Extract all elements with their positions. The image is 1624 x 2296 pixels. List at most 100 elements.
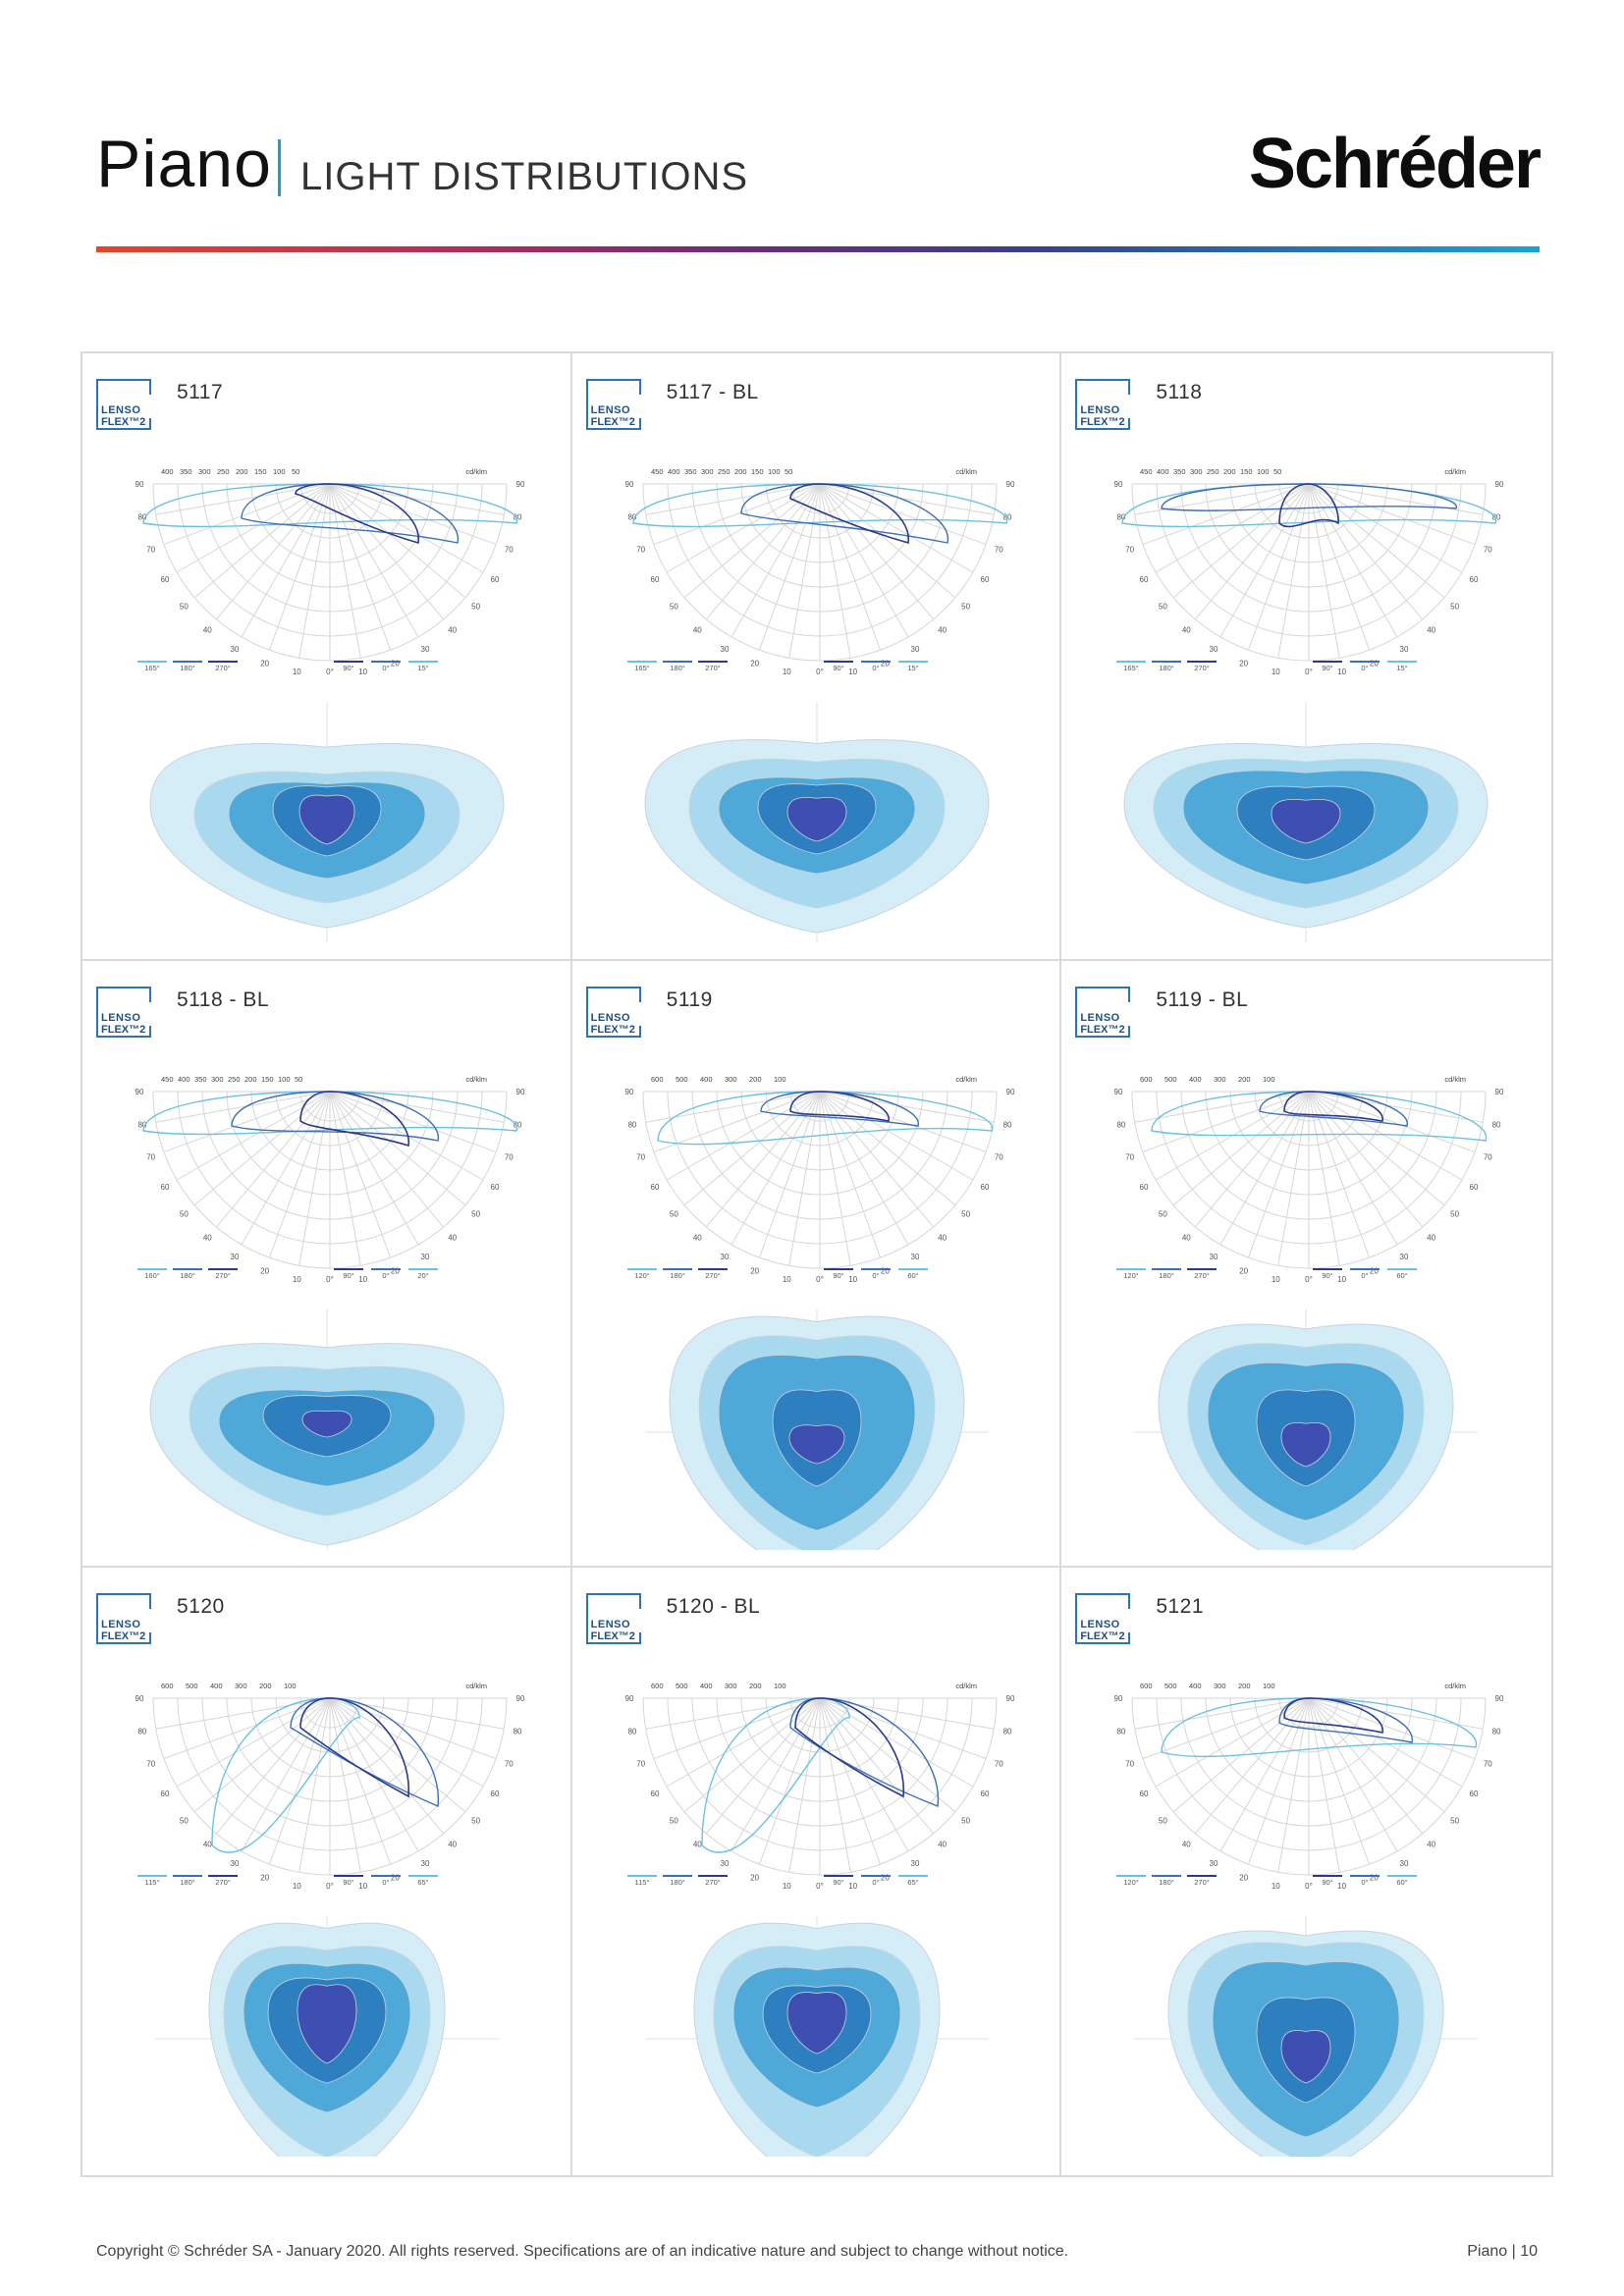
polar-angle-label: 30 [720,645,729,654]
legend-label: 90° [1323,1271,1333,1280]
polar-angle-label: 90 [135,480,144,489]
badge-line1: LENSO [101,1011,141,1024]
polar-scale-label: 250 [1207,467,1219,476]
polar-angle-label: 80 [1002,1120,1011,1129]
polar-scale-label: 500 [676,1682,688,1690]
polar-scale-label: 150 [254,467,267,476]
polar-grid-ray [193,483,331,599]
polar-scale-label: 300 [1190,467,1203,476]
polar-grid-ray [1309,1091,1463,1181]
polar-grid-ray [819,1091,881,1257]
polar-angle-label: 30 [231,1253,240,1261]
polar-grid-ray [329,1698,419,1852]
badge-line2: FLEX™2 [101,1023,146,1036]
polar-angle-label: 30 [1210,645,1218,654]
polar-angle-label: 10 [848,1275,857,1284]
polar-angle-label: 70 [636,1760,645,1769]
polar-grid-ray [1277,1091,1310,1266]
polar-angle-label: 30 [910,1253,919,1261]
polar-angle-label: 40 [1428,1841,1436,1849]
polar-grid-ray [1308,1091,1424,1227]
polar-grid-ray [215,1091,331,1227]
polar-angle-label: 40 [1182,626,1191,635]
polar-grid-ray [1309,1091,1445,1205]
polar-diagram: 90 90 80 80 70 70 60 60 50 50 40 40 30 30 20 20 10 10 0° 45… [624,467,1014,676]
polar-curve [700,1697,850,1854]
polar-grid-ray [1248,483,1310,651]
polar-grid-ray [819,1091,995,1123]
polar-angle-label: 20 [750,659,759,667]
polar-angle-label: 30 [1210,1253,1218,1261]
polar-grid-ray [329,483,505,515]
polar-scale-label: 100 [774,1682,786,1690]
legend-label: 180° [670,664,685,672]
isolux-contour [298,794,355,845]
polar-angle-label: 10 [293,1882,301,1891]
polar-unit-label: cd/klm [955,1075,977,1084]
polar-angle-label: 40 [203,626,212,635]
legend-label: 180° [1160,1271,1175,1280]
polar-diagram: 90 90 80 80 70 70 60 60 50 50 40 40 30 30 20 20 10 10 0° 45… [135,1075,525,1284]
polar-angle-label: 60 [1470,1789,1479,1798]
polar-grid-ray [787,1698,821,1873]
polar-scale-label: 250 [228,1075,241,1084]
polar-scale-label: 100 [1263,1075,1275,1084]
polar-grid-ray [819,1697,973,1788]
polar-grid-ray [1308,1698,1341,1873]
polar-angle-label: 0° [1306,1275,1314,1284]
polar-angle-label: 90 [1114,1694,1123,1703]
polar-angle-label: 40 [203,1233,212,1242]
polar-scale-label: 200 [236,467,248,476]
legend-label: 20° [417,1271,428,1280]
distribution-code: 5117 [177,381,224,403]
polar-angle-label: 40 [203,1841,212,1849]
polar-grid-ray [329,483,466,599]
polar-scale-label: 100 [768,467,781,476]
polar-grid-ray [1308,483,1424,620]
polar-angle-label: 80 [137,513,146,522]
polar-grid-ray [1219,1698,1310,1852]
polar-grid-ray [1309,483,1445,599]
polar-angle-label: 90 [1005,480,1014,489]
polar-angle-label: 20 [391,1874,400,1883]
polar-scale-label: 300 [211,1075,224,1084]
polar-grid-ray [1308,1091,1371,1257]
lenso-flex-badge: LENSO FLEX™2 [585,986,641,1038]
polar-angle-label: 70 [505,545,514,554]
legend-label: 90° [833,1878,843,1887]
polar-angle-label: 20 [881,659,890,667]
polar-scale-label: 150 [751,467,764,476]
polar-grid-ray [1309,483,1484,515]
polar-angle-label: 90 [624,1088,633,1096]
badge-line1: LENSO [101,1619,141,1631]
legend-label: 0° [872,1271,879,1280]
polar-grid-ray [268,1698,331,1865]
polar-angle-label: 30 [421,645,430,654]
polar-angle-label: 80 [1492,1728,1501,1736]
polar-grid-ray [1308,483,1398,638]
legend-label: 180° [1160,664,1175,672]
distribution-code: 5118 - BL [177,988,270,1011]
distribution-code: 5121 [1156,1595,1205,1619]
polar-grid-ray [155,483,331,515]
polar-angle-label: 10 [848,667,857,676]
polar-curve [231,1090,439,1142]
distribution-code: 5119 - BL [1156,988,1249,1011]
polar-angle-label: 40 [1428,1233,1436,1242]
polar-angle-label: 40 [448,626,457,635]
polar-grid-ray [268,483,331,651]
polar-grid-ray [819,483,973,573]
polar-angle-label: 20 [391,1266,400,1275]
polar-grid-ray [819,1091,934,1227]
polar-angle-label: 10 [848,1882,857,1891]
polar-unit-label: cd/klm [955,1682,977,1690]
polar-grid-ray [329,1091,466,1205]
polar-angle-label: 90 [624,1694,633,1703]
polar-angle-label: 50 [1450,1817,1459,1826]
badge-line2: FLEX™2 [590,1630,635,1643]
polar-grid-ray [819,483,955,599]
polar-angle-label: 0° [1306,1882,1314,1891]
polar-grid-ray [819,483,909,638]
polar-angle-label: 90 [1495,1088,1504,1096]
polar-angle-label: 30 [720,1253,729,1261]
